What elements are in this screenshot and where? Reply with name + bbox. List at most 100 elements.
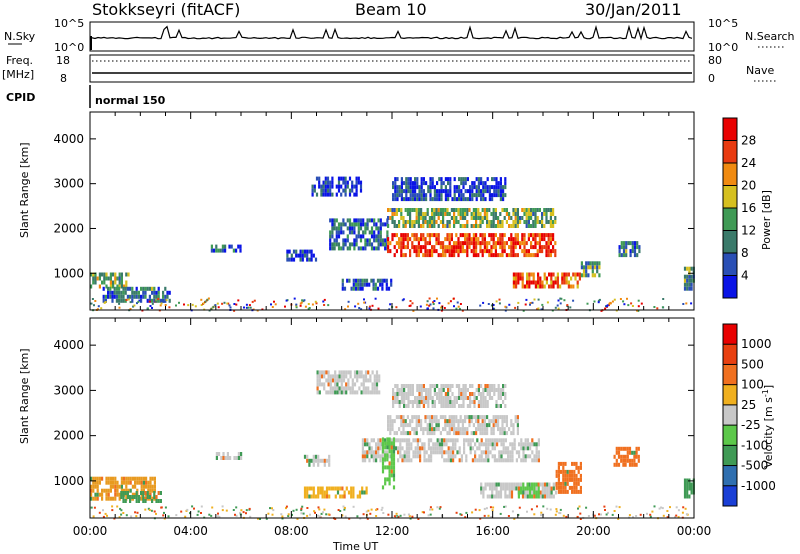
power-echo-cell	[448, 237, 451, 242]
velocity-echo-cell	[501, 427, 504, 432]
velocity-echo-cell	[546, 486, 549, 491]
power-echo-cell	[351, 226, 354, 231]
velocity-echo-cell	[444, 423, 447, 428]
power-echo-cell	[157, 286, 160, 291]
velocity-speckle-cell	[295, 508, 298, 511]
power-echo-cell	[346, 180, 349, 185]
power-echo-cell	[411, 233, 414, 238]
power-echo-cell	[94, 280, 97, 285]
power-echo-cell	[299, 253, 302, 258]
velocity-echo-cell	[432, 450, 435, 455]
velocity-echo-cell	[334, 386, 337, 391]
power-speckle-cell	[482, 301, 485, 304]
velocity-echo-cell	[452, 454, 455, 459]
power-speckle-cell	[206, 298, 209, 301]
velocity-echo-cell	[526, 438, 529, 443]
velocity-echo-cell	[411, 419, 414, 424]
velocity-echo-cell	[499, 431, 502, 436]
velocity-echo-cell	[350, 486, 353, 491]
velocity-echo-cell	[482, 396, 485, 400]
velocity-echo-cell	[101, 492, 104, 497]
velocity-echo-cell	[303, 490, 307, 495]
power-speckle-cell	[557, 299, 560, 302]
velocity-echo-cell	[403, 392, 406, 396]
power-echo-cell	[311, 192, 314, 197]
power-echo-cell	[359, 188, 363, 193]
power-echo-cell	[437, 237, 440, 242]
power-echo-cell	[477, 237, 480, 242]
power-echo-cell	[351, 242, 354, 247]
velocity-echo-cell	[433, 404, 436, 408]
velocity-echo-cell	[325, 490, 329, 495]
velocity-echo-cell	[513, 486, 516, 491]
power-echo-cell	[543, 284, 546, 289]
power-echo-cell	[425, 181, 428, 186]
velocity-echo-cell	[398, 388, 401, 392]
power-echo-cell	[428, 233, 431, 238]
velocity-echo-cell	[431, 423, 434, 428]
power-echo-cell	[424, 220, 427, 224]
power-echo-cell	[541, 249, 544, 254]
power-echo-cell	[435, 212, 438, 216]
velocity-echo-cell	[406, 415, 409, 420]
velocity-echo-cell	[497, 392, 500, 396]
power-echo-cell	[318, 180, 321, 185]
power-echo-cell	[411, 241, 414, 246]
velocity-echo-cell	[312, 494, 315, 499]
power-echo-cell	[545, 245, 548, 250]
velocity-echo-cell	[336, 382, 339, 387]
velocity-echo-cell	[474, 450, 477, 455]
power-echo-cell	[552, 220, 555, 224]
velocity-echo-cell	[531, 494, 534, 499]
colorbar-tick-label: 500	[741, 357, 764, 371]
velocity-echo-cell	[372, 454, 375, 459]
power-speckle-cell	[96, 308, 99, 311]
power-echo-cell	[515, 272, 518, 277]
velocity-echo-cell	[436, 384, 439, 388]
velocity-echo-cell	[492, 415, 495, 420]
velocity-echo-cell	[134, 476, 137, 481]
power-echo-cell	[351, 222, 354, 227]
power-echo-cell	[470, 241, 473, 246]
power-echo-cell	[636, 253, 639, 258]
velocity-echo-cell	[120, 495, 123, 499]
velocity-echo-cell	[471, 446, 474, 451]
velocity-echo-cell	[336, 386, 339, 391]
power-echo-cell	[633, 253, 637, 258]
power-echo-cell	[429, 185, 432, 190]
power-echo-cell	[446, 233, 449, 238]
velocity-speckle-cell	[197, 510, 200, 513]
x-tick-label: 12:00	[375, 524, 410, 538]
power-speckle-cell	[149, 305, 152, 307]
power-echo-cell	[448, 245, 451, 250]
power-speckle-cell	[159, 304, 162, 307]
velocity-echo-cell	[504, 490, 507, 495]
power-echo-cell	[290, 253, 293, 258]
power-echo-cell	[359, 180, 363, 185]
power-echo-cell	[407, 181, 410, 186]
velocity-echo-cell	[384, 481, 387, 486]
power-echo-cell	[344, 242, 347, 247]
power-echo-cell	[310, 249, 313, 254]
power-echo-cell	[342, 230, 345, 235]
power-echo-cell	[379, 278, 382, 283]
power-echo-cell	[381, 282, 384, 287]
power-speckle-cell	[214, 304, 217, 307]
velocity-echo-cell	[422, 431, 425, 436]
velocity-echo-cell	[464, 384, 467, 388]
velocity-speckle-cell	[184, 515, 187, 518]
velocity-speckle-cell	[234, 513, 236, 516]
power-echo-cell	[543, 276, 546, 281]
power-echo-cell	[550, 272, 553, 277]
power-echo-cell	[398, 220, 401, 224]
power-echo-cell	[475, 224, 478, 228]
power-echo-cell	[359, 218, 363, 223]
velocity-echo-cell	[461, 431, 464, 436]
velocity-speckle-cell	[577, 507, 579, 510]
velocity-speckle-cell	[245, 512, 247, 515]
power-echo-cell	[395, 241, 398, 246]
velocity-echo-cell	[149, 476, 152, 481]
power-echo-cell	[400, 208, 403, 212]
power-echo-cell	[357, 230, 360, 235]
power-echo-cell	[431, 181, 434, 186]
